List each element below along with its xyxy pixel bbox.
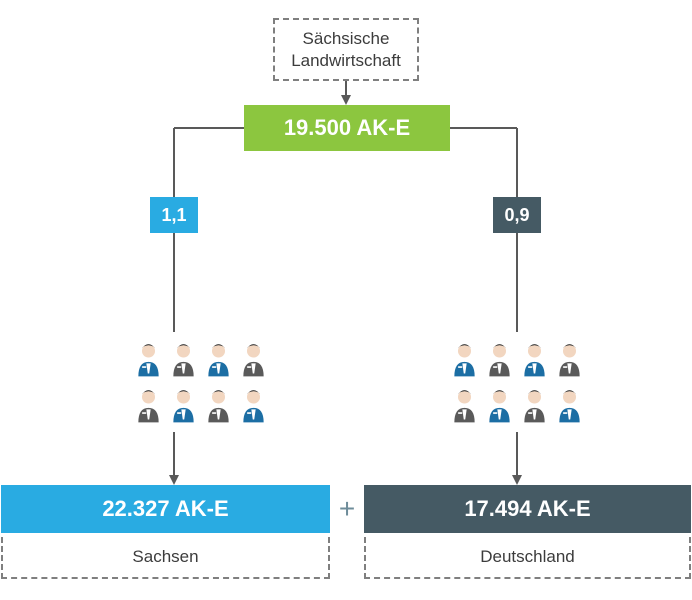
right-multiplier-box: 0,9 [493,197,541,233]
person-icon [239,338,268,380]
plus-label: + [339,493,355,525]
person-icon [204,338,233,380]
source-value-label: 19.500 AK-E [284,115,410,141]
person-icon [555,384,584,426]
right-people-illustration [444,332,590,432]
person-icon [520,338,549,380]
top-category-box: Sächsische Landwirtschaft [273,18,419,81]
right-region-label: Deutschland [480,546,575,567]
source-value-box: 19.500 AK-E [244,105,450,151]
person-icon [134,338,163,380]
left-people-illustration [128,332,274,432]
person-icon [485,338,514,380]
top-category-line2: Landwirtschaft [291,50,401,71]
right-result-box: 17.494 AK-E [364,485,691,533]
right-result-label: 17.494 AK-E [464,496,590,522]
person-icon [485,384,514,426]
right-region-box: Deutschland [364,537,691,579]
person-icon [169,338,198,380]
person-icon [450,338,479,380]
person-icon [450,384,479,426]
person-icon [204,384,233,426]
person-icon [134,384,163,426]
plus-symbol: + [330,485,364,533]
left-region-label: Sachsen [132,546,198,567]
left-multiplier-box: 1,1 [150,197,198,233]
right-multiplier-label: 0,9 [504,205,529,226]
person-icon [169,384,198,426]
top-category-line1: Sächsische [291,28,401,49]
left-multiplier-label: 1,1 [161,205,186,226]
person-icon [520,384,549,426]
left-result-label: 22.327 AK-E [102,496,228,522]
left-region-box: Sachsen [1,537,330,579]
left-result-box: 22.327 AK-E [1,485,330,533]
person-icon [555,338,584,380]
person-icon [239,384,268,426]
